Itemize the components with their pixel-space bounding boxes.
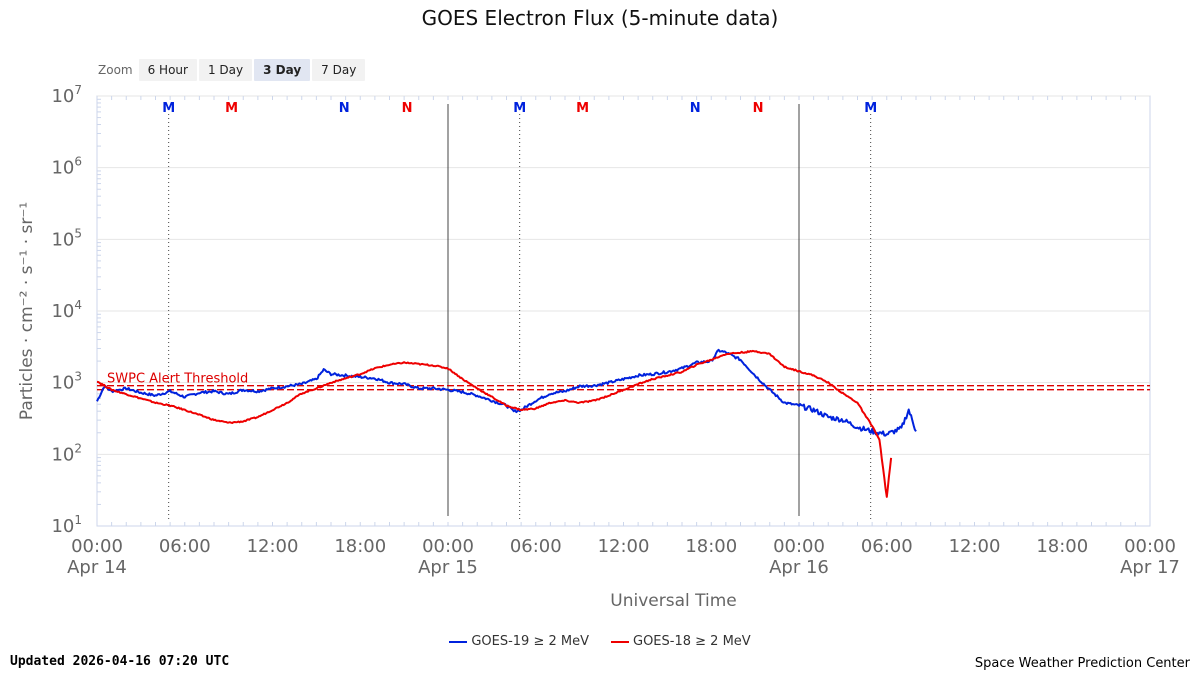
series-line-goes18 [96,349,893,498]
x-tick-time-label: 18:00 [1036,536,1088,557]
credit-text: Space Weather Prediction Center [974,656,1190,671]
marker-n-goes18: N [402,101,413,116]
x-tick-time-label: 12:00 [247,536,299,557]
legend-swatch-goes19 [449,640,468,643]
x-tick-date-label: Apr 17 [1120,557,1180,578]
legend-item-goes19[interactable]: GOES-19 ≥ 2 MeV [449,634,589,649]
x-tick-date-label: Apr 14 [67,557,127,578]
updated-timestamp: Updated 2026-04-16 07:20 UTC [10,654,230,669]
legend-item-goes18[interactable]: GOES-18 ≥ 2 MeV [611,634,751,649]
x-tick-time-label: 18:00 [685,536,737,557]
y-tick-label: 102 [51,441,82,465]
x-tick-time-label: 12:00 [598,536,650,557]
marker-n-goes19: N [690,101,701,116]
marker-m-goes19: M [162,101,175,116]
y-tick-label: 107 [51,83,82,107]
marker-m-goes19: M [513,101,526,116]
x-tick-time-label: 06:00 [159,536,211,557]
y-tick-label: 103 [51,370,82,394]
legend: GOES-19 ≥ 2 MeV GOES-18 ≥ 2 MeV [0,634,1200,649]
marker-m-goes18: M [576,101,589,116]
y-tick-label: 105 [51,226,82,250]
y-axis-title: Particles · cm⁻² · s⁻¹ · sr⁻¹ [17,202,37,420]
y-tick-label: 106 [51,155,82,179]
x-axis-title: Universal Time [610,591,736,611]
zoom-3-day-button[interactable]: 3 Day [254,59,311,81]
zoom-bar: Zoom 6 Hour 1 Day 3 Day 7 Day [94,58,367,82]
marker-n-goes19: N [339,101,350,116]
x-tick-time-label: 06:00 [861,536,913,557]
y-tick-label: 104 [51,298,82,322]
marker-n-goes18: N [753,101,764,116]
x-tick-date-label: Apr 16 [769,557,829,578]
x-tick-time-label: 00:00 [422,536,474,557]
x-tick-date-label: Apr 15 [418,557,478,578]
x-tick-time-label: 06:00 [510,536,562,557]
threshold-label: SWPC Alert Threshold [107,372,248,387]
x-tick-time-label: 12:00 [949,536,1001,557]
chart-title: GOES Electron Flux (5-minute data) [421,6,779,30]
zoom-label: Zoom [98,63,133,77]
x-tick-time-label: 18:00 [334,536,386,557]
x-tick-time-label: 00:00 [1124,536,1176,557]
y-tick-label: 101 [51,513,82,537]
x-tick-time-label: 00:00 [71,536,123,557]
marker-m-goes18: M [225,101,238,116]
x-tick-time-label: 00:00 [773,536,825,557]
legend-swatch-goes18 [611,640,629,643]
marker-m-goes19: M [864,101,877,116]
zoom-7-day-button[interactable]: 7 Day [312,59,366,81]
zoom-1-day-button[interactable]: 1 Day [198,59,253,81]
zoom-6-hour-button[interactable]: 6 Hour [138,59,197,81]
legend-label-goes18: GOES-18 ≥ 2 MeV [633,634,751,649]
legend-label-goes19: GOES-19 ≥ 2 MeV [471,634,589,649]
